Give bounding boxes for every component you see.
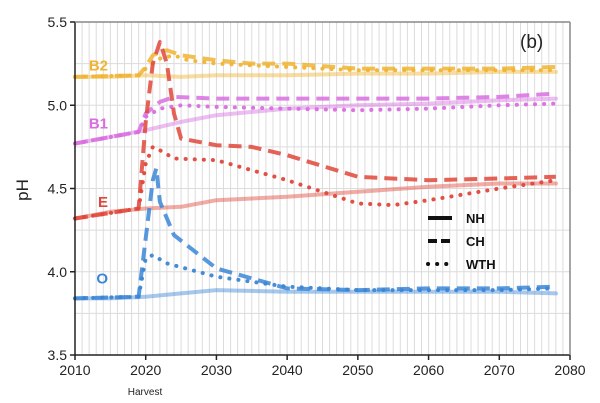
legend-label-ch: CH (466, 234, 485, 249)
x-tick-label: 2040 (272, 362, 303, 378)
x-tick-label: 2080 (554, 362, 585, 378)
legend-label-nh: NH (466, 211, 485, 226)
series-layer (73, 40, 558, 301)
horizon-labels: B2 B1 E O (89, 57, 109, 287)
series-e-ch (74, 40, 556, 221)
x-tick-label: 2030 (201, 362, 232, 378)
y-tick-label: 3.5 (48, 347, 68, 363)
x-tick-label: 2010 (59, 362, 90, 378)
y-axis-title: pH (13, 179, 32, 201)
horizon-label-b2: B2 (89, 57, 108, 74)
x-tick-label: 2060 (413, 362, 444, 378)
horizon-label-o: O (96, 270, 108, 287)
y-tick-label: 5.5 (48, 14, 68, 30)
x-tick-label: 2020 (130, 362, 161, 378)
series-b2-wth (73, 53, 558, 79)
horizon-label-e: E (98, 194, 108, 211)
series-e-wth (73, 144, 558, 221)
panel-label: (b) (520, 32, 543, 53)
legend: NH CH WTH (426, 211, 496, 272)
y-tick-label: 5.0 (48, 97, 68, 113)
legend-label-wth: WTH (466, 257, 496, 272)
harvest-label: Harvest (128, 387, 163, 398)
horizon-label-b1: B1 (89, 116, 108, 133)
y-tick-label: 4.0 (48, 264, 68, 280)
axis-ticks: 2010 2020 2030 2040 2050 2060 2070 2080 3.5 4.0 4.… (48, 14, 586, 378)
y-tick-label: 4.5 (48, 181, 68, 197)
x-tick-label: 2050 (342, 362, 373, 378)
series-b1-ch (74, 91, 557, 146)
series-o-wth (73, 253, 558, 301)
x-tick-label: 2070 (484, 362, 515, 378)
series-b1-wth (73, 101, 558, 146)
series-b2-nh (73, 69, 558, 79)
